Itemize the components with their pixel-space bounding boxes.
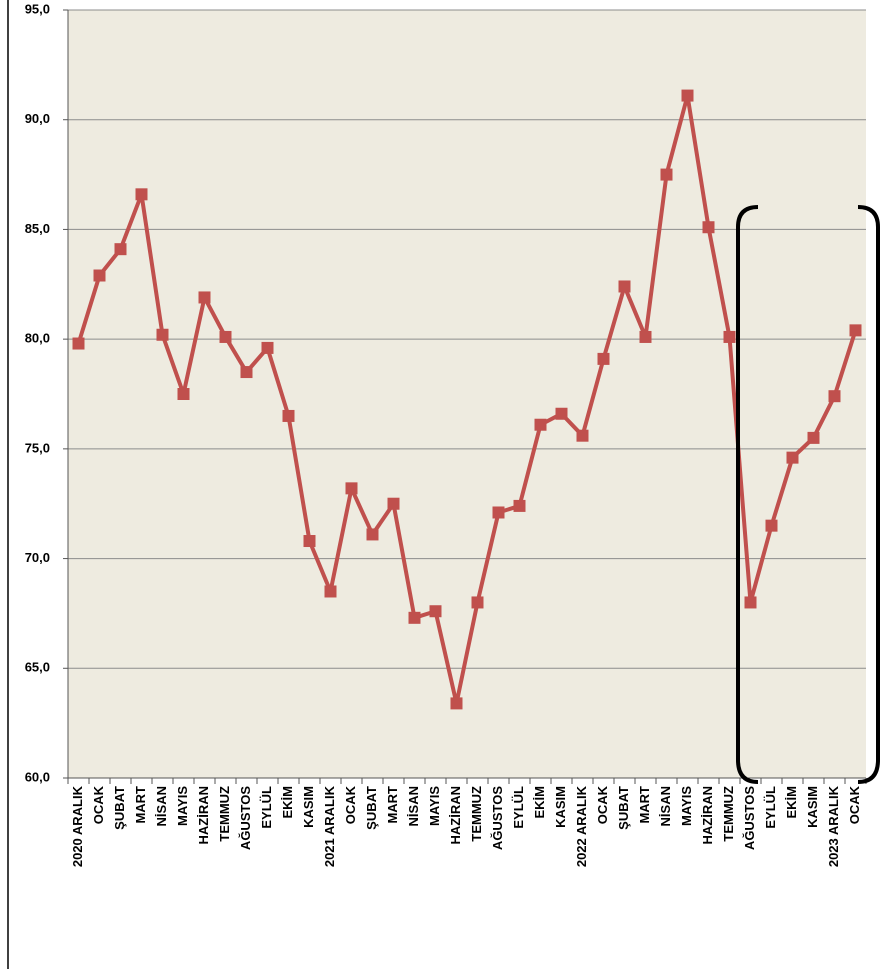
x-tick-label: MART [133,786,148,824]
marker [471,596,484,609]
x-tick-label: OCAK [595,785,610,824]
x-tick-label: EYLÜL [511,786,526,829]
y-tick-label: 95,0 [25,1,50,16]
marker [534,418,547,431]
marker [114,243,127,256]
x-tick-label: TEMMUZ [721,786,736,842]
marker [156,328,169,341]
marker [513,499,526,512]
x-tick-label: OCAK [91,785,106,824]
bracket-right [857,205,880,784]
x-tick-label: MART [385,786,400,824]
x-tick-label: HAZİRAN [196,786,211,845]
marker [786,451,799,464]
marker [555,407,568,420]
x-tick-label: HAZİRAN [700,786,715,845]
x-tick-label: KASIM [805,786,820,828]
marker [240,366,253,379]
bracket-left [736,205,759,784]
x-tick-label: ŞUBAT [112,786,127,830]
x-tick-label: 2020 ARALIK [70,785,85,867]
x-tick-label: MAYIS [679,786,694,826]
marker [828,390,841,403]
y-tick-label: 80,0 [25,331,50,346]
y-tick-label: 65,0 [25,660,50,675]
marker [219,330,232,343]
x-tick-label: TEMMUZ [217,786,232,842]
x-tick-label: EKİM [532,786,547,819]
marker [723,330,736,343]
x-tick-label: 2021 ARALIK [322,785,337,867]
marker [261,341,274,354]
series-line [76,93,858,706]
marker [345,482,358,495]
x-tick-label: OCAK [343,785,358,824]
y-tick-label: 85,0 [25,221,50,236]
marker [576,429,589,442]
marker [387,497,400,510]
marker [324,585,337,598]
x-tick-label: EKİM [784,786,799,819]
x-tick-label: KASIM [301,786,316,828]
y-tick-label: 60,0 [25,769,50,784]
x-tick-label: TEMMUZ [469,786,484,842]
x-tick-label: 2022 ARALIK [574,785,589,867]
marker [849,324,862,337]
marker [660,168,673,181]
x-tick-label: EYLÜL [763,786,778,829]
marker [639,330,652,343]
marker [198,291,211,304]
x-tick-label: 2023 ARALIK [826,785,841,867]
marker [135,188,148,201]
x-tick-label: KASIM [553,786,568,828]
x-tick-label: ŞUBAT [616,786,631,830]
marker [744,596,757,609]
marker [93,269,106,282]
marker [282,409,295,422]
marker [450,697,463,710]
marker [72,337,85,350]
marker [765,519,778,532]
marker [429,605,442,618]
y-tick-label: 75,0 [25,440,50,455]
marker [177,388,190,400]
y-tick-label: 70,0 [25,550,50,565]
x-tick-label: NİSAN [406,786,421,826]
x-tick-label: NİSAN [658,786,673,826]
x-tick-label: HAZİRAN [448,786,463,845]
x-tick-label: AĞUSTOS [490,786,505,850]
marker [597,352,610,365]
x-tick-label: MAYIS [175,786,190,826]
marker [408,611,421,624]
marker [303,535,316,548]
x-tick-label: OCAK [847,785,862,824]
marker [618,280,631,293]
marker [807,431,820,444]
x-tick-label: AĞUSTOS [238,786,253,850]
marker [492,506,505,519]
x-tick-label: MART [637,786,652,824]
marker [366,528,379,541]
x-tick-label: EYLÜL [259,786,274,829]
x-tick-label: MAYIS [427,786,442,826]
x-tick-label: ŞUBAT [364,786,379,830]
x-tick-label: EKİM [280,786,295,819]
x-tick-label: AĞUSTOS [742,786,757,850]
marker [681,89,694,102]
y-tick-label: 90,0 [25,111,50,126]
x-tick-label: NİSAN [154,786,169,826]
marker [702,221,715,234]
